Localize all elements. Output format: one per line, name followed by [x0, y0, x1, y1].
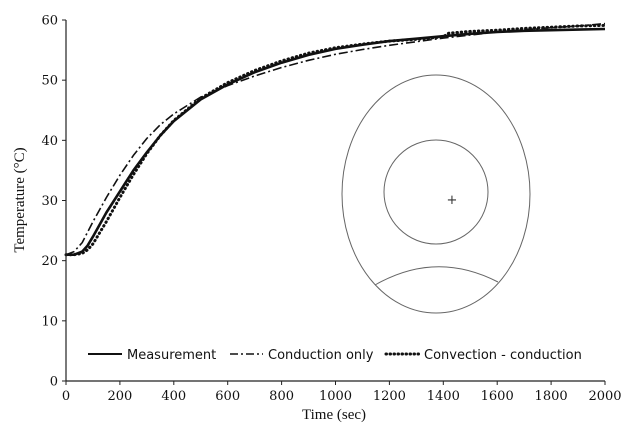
y-tick-label: 20 [41, 254, 58, 269]
x-tick-label: 0 [62, 389, 70, 404]
cross-section-inset [341, 74, 531, 314]
x-tick-label: 1400 [427, 389, 460, 404]
y-axis-title: Temperature (°C) [12, 147, 28, 252]
x-tick-label: 200 [107, 389, 132, 404]
x-tick-label: 400 [161, 389, 186, 404]
x-tick-label: 800 [269, 389, 294, 404]
series-line-measurement [66, 27, 606, 256]
y-tick-label: 50 [41, 74, 58, 89]
legend: Measurement Conduction only Convection -… [88, 348, 582, 363]
x-tick-label: 600 [215, 389, 240, 404]
series-line-conduction-only [65, 22, 606, 256]
x-tick-label: 1200 [373, 389, 406, 404]
legend-label-conduction-only: Conduction only [268, 348, 374, 363]
legend-label-convection-conduction: Convection - conduction [424, 348, 582, 363]
x-tick-label: 2000 [588, 389, 621, 404]
inner-circle [383, 139, 489, 245]
legend-label-measurement: Measurement [127, 348, 216, 363]
ticks: 0 200 400 600 800 1000 1200 1400 1600 1800 2000 0 10… [41, 14, 621, 405]
y-tick-label: 60 [41, 14, 58, 29]
x-tick-label: 1600 [481, 389, 514, 404]
y-tick-label: 40 [41, 134, 58, 149]
center-plus-marker: + [447, 193, 458, 208]
axes [65, 20, 605, 382]
y-tick-label: 30 [41, 194, 58, 209]
y-tick-label: 0 [50, 375, 58, 390]
series-line-convection-conduction [64, 23, 607, 257]
plot-lines [64, 22, 607, 257]
x-tick-label: 1800 [535, 389, 568, 404]
x-axis-title: Time (sec) [302, 407, 366, 423]
base-segment-arc [374, 266, 499, 286]
outer-ellipse [341, 74, 531, 314]
x-tick-label: 1000 [319, 389, 352, 404]
y-tick-label: 10 [41, 314, 58, 329]
